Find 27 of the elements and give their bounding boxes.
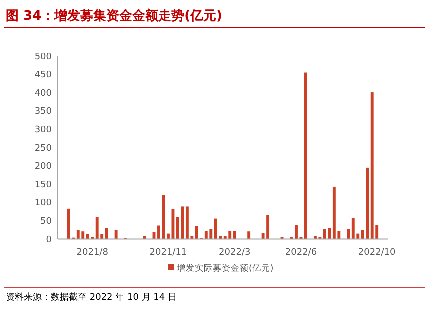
y-tick-label: 450 xyxy=(34,70,52,81)
bar xyxy=(347,229,350,240)
x-tick-label: 2022/10 xyxy=(358,248,396,258)
y-tick-label: 350 xyxy=(34,107,52,118)
y-tick-label: 150 xyxy=(34,180,52,190)
y-tick-label: 100 xyxy=(34,198,52,209)
y-tick-label: 50 xyxy=(40,217,52,227)
x-tick-label: 2021/11 xyxy=(150,248,188,258)
y-tick-label: 500 xyxy=(34,52,52,62)
bar xyxy=(114,230,118,240)
x-tick-label: 2022/6 xyxy=(285,248,318,258)
y-tick-label: 250 xyxy=(34,144,52,154)
bar xyxy=(158,226,160,240)
bar xyxy=(295,225,298,240)
bar xyxy=(105,228,108,240)
x-tick-label: 2021/8 xyxy=(76,248,109,258)
y-tick-label: 200 xyxy=(34,162,52,172)
y-tick-label: 300 xyxy=(34,126,52,136)
x-tick-label: 2022/3 xyxy=(219,248,251,258)
y-tick-label: 400 xyxy=(34,88,52,99)
y-tick-label: 0 xyxy=(46,235,52,246)
bar xyxy=(304,72,308,240)
text: 资料来源：数据截至 2022 年 10 月 14 日 xyxy=(6,292,177,303)
bar xyxy=(248,232,251,240)
bar xyxy=(233,231,236,240)
chart-title: 图 34：增发募集资金金额走势(亿元) xyxy=(6,8,222,24)
legend-label: 增发实际募资金额(亿元) xyxy=(176,263,274,274)
